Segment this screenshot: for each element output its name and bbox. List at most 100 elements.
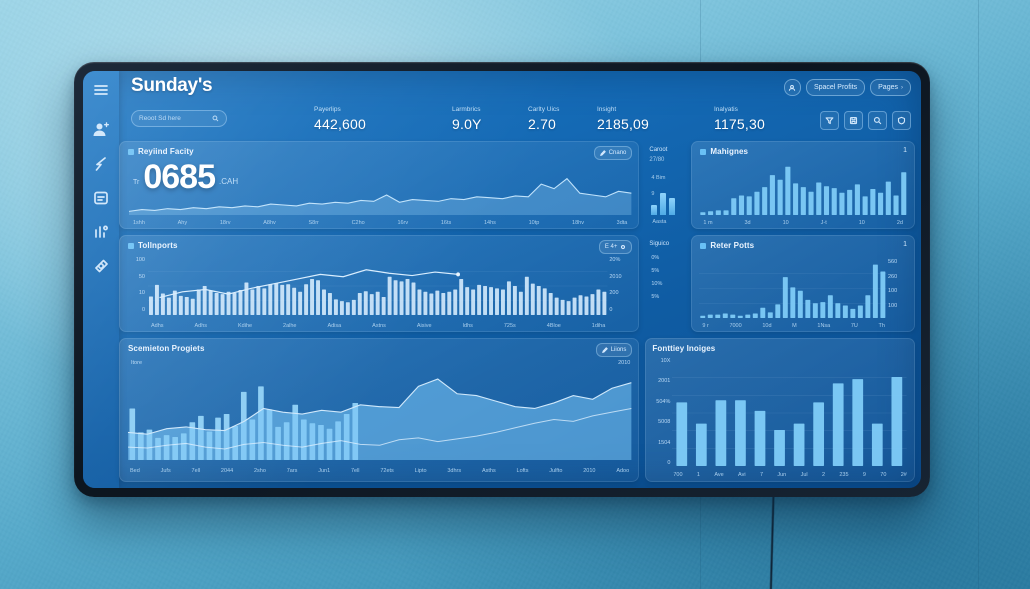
- panel-toll-imports[interactable]: Tollnports E 4+ 100 50 10 0: [119, 235, 640, 332]
- kpi-label: Payerlips: [314, 106, 341, 113]
- machines-chart: [699, 163, 908, 215]
- shield-icon[interactable]: [892, 111, 911, 130]
- strip-mini-chart: [651, 189, 676, 215]
- search-input[interactable]: Reoot Sd here: [131, 110, 227, 127]
- badge-label: E 4+: [604, 244, 618, 250]
- revenue-x-axis: 1shh Ahy 18rv A8hv S8rr C2ho 16rv 16ts 14hs 10tp 1…: [133, 220, 628, 226]
- panel-forecast-header: Fonttiey Inoiges: [652, 344, 715, 353]
- segmentation-x-axis: Bed Jufs 7ell 2044 2sho 7ars Jun1 7ell 7…: [130, 468, 630, 474]
- screen: Sunday's Spacel Profits Pages › Reoot Sd…: [83, 71, 921, 488]
- panel-toll-badge[interactable]: E 4+: [598, 240, 633, 254]
- panel-segmentation-header: Scemieton Progiets: [128, 344, 205, 353]
- edit-icon: [601, 347, 608, 353]
- revenue-sparkline-chart: [128, 175, 632, 215]
- kpi-label: Carlty Uics: [528, 106, 560, 113]
- forecast-x-axis: 700 1 Ave Avi 7 Jun Jul 2 235 9 70 2#: [673, 472, 907, 478]
- pages-dropdown-label: Pages: [878, 84, 898, 91]
- forecast-y-axis: 10X 2001 504% 5008 1504 0: [656, 358, 671, 466]
- kpi-value: 9.0Y: [452, 116, 482, 132]
- toll-x-axis: Adhs Adhs Kdihe 2alhe Adisa Astns Aisive…: [151, 323, 606, 329]
- metric-number: 0685: [143, 158, 216, 196]
- edit-icon: [599, 150, 606, 156]
- brand-title: Sunday's: [131, 75, 213, 96]
- kpi-value: 2185,09: [597, 116, 650, 132]
- legend-dot: [700, 148, 707, 155]
- pages-dropdown[interactable]: Pages ›: [870, 79, 911, 96]
- kpi-value: 442,600: [314, 116, 367, 132]
- sidebar: [83, 71, 119, 488]
- panel-forecast[interactable]: Fonttiey Inoiges 10X 2001 504% 5008 1504…: [645, 338, 915, 482]
- meter-y-axis-right: 560 260 100 100: [888, 259, 898, 309]
- gear-icon: [621, 244, 626, 250]
- user-add-icon[interactable]: [92, 121, 110, 139]
- strip-caption: Aasta: [652, 219, 667, 225]
- filter-icon[interactable]: [820, 111, 839, 130]
- meter-row: Siguico 0% 5% 10% 5%: [645, 235, 915, 332]
- tag-icon[interactable]: [92, 257, 110, 275]
- legend-dot: [128, 242, 134, 249]
- dashboard-grid: Reyiind Facity Cnano Tr 0685 .CAH: [119, 141, 915, 482]
- metric-suffix: .CAH: [219, 177, 239, 187]
- chevron-right-icon: ›: [901, 84, 903, 91]
- search-icon[interactable]: [868, 111, 887, 130]
- panel-toll-header: Tollnports: [128, 241, 178, 250]
- panel-meter-header: Reter Potts: [700, 241, 754, 250]
- topbar-actions: Spacel Profits Pages ›: [783, 79, 911, 96]
- segmentation-note: Itore: [131, 360, 143, 366]
- meter-x-axis: 9 r 7000 10d M 1Nsa 7U Th: [702, 323, 885, 329]
- panel-title: Tollnports: [138, 241, 178, 250]
- panel-title: Fonttiey Inoiges: [652, 344, 716, 353]
- panel-meter-parts[interactable]: Reter Potts 1 560 260 100 100: [691, 235, 915, 332]
- panel-machines[interactable]: Mahignes 1 1 m 3d 10 J-t 10: [691, 141, 915, 229]
- activity-icon[interactable]: [92, 223, 110, 241]
- panel-title: Reyiind Facity: [138, 147, 194, 156]
- kpi-value: 2.70: [528, 116, 557, 132]
- strip-top: Caroot 27/80 4 Bim 9 Aasta: [645, 141, 685, 229]
- meter-chart: [699, 259, 887, 318]
- strip-value: 27/80: [649, 157, 665, 163]
- forecast-chart: [672, 360, 907, 466]
- revenue-big-metric: Tr 0685 .CAH: [133, 158, 239, 196]
- panel-machines-header: Mahignes: [700, 147, 748, 156]
- toll-y-axis-right: 20% 2010 200 0: [609, 257, 622, 313]
- kpi-label: Insight: [597, 106, 617, 113]
- segmentation-right-value: 2010: [618, 360, 631, 366]
- kpi-label: Larmbrics: [452, 106, 481, 113]
- panel-segmentation[interactable]: Scemieton Progiets Liions Itore 2010 Bed: [119, 338, 640, 482]
- panel-corner-value: 1: [903, 147, 907, 154]
- panel-revenue-badge[interactable]: Cnano: [593, 146, 633, 160]
- strip-percent-column: 0% 5% 10% 5%: [651, 255, 663, 300]
- main-column: Reyiind Facity Cnano Tr 0685 .CAH: [119, 141, 640, 482]
- panel-segmentation-badge[interactable]: Liions: [595, 343, 633, 357]
- kpi-insight: Insight 2185,09: [597, 106, 649, 132]
- machines-x-axis: 1 m 3d 10 J-t 10 2d: [703, 220, 903, 226]
- segmentation-chart: [127, 368, 632, 460]
- menu-icon[interactable]: [92, 81, 110, 99]
- kpi-value: 1175,30: [714, 116, 765, 132]
- kpi-carlty-uics: Carlty Uics 2.70: [528, 106, 559, 132]
- panel-revenue[interactable]: Reyiind Facity Cnano Tr 0685 .CAH: [119, 141, 640, 229]
- search-placeholder: Reoot Sd here: [139, 115, 181, 122]
- special-profits-button[interactable]: Spacel Profits: [805, 79, 866, 96]
- kpi-payerlips: Payerlips 442,600: [314, 106, 366, 132]
- search-icon: [212, 115, 219, 122]
- side-column: Caroot 27/80 4 Bim 9 Aasta: [645, 141, 915, 482]
- profile-icon-button[interactable]: [783, 79, 801, 96]
- panel-title: Scemieton Progiets: [128, 344, 205, 353]
- bolt-icon[interactable]: [92, 155, 110, 173]
- panel-title: Mahignes: [710, 147, 749, 156]
- kpi-larmbrics: Larmbrics 9.0Y: [452, 106, 482, 132]
- wall-seam-right: [978, 0, 979, 589]
- panel-corner-value: 1: [903, 241, 907, 248]
- icon-button-row: [820, 111, 911, 130]
- save-icon[interactable]: [844, 111, 863, 130]
- kpi-inalyatis: Inalyatis 1175,30: [714, 106, 765, 132]
- strip-label: Siguico: [649, 241, 670, 247]
- legend-dot: [700, 242, 707, 249]
- strip-label: Caroot: [649, 147, 668, 153]
- strip-mid: 4 Bim: [651, 175, 666, 181]
- kpi-row: Reoot Sd here Payerlips 442,600 Larmbric…: [119, 105, 921, 141]
- inbox-icon[interactable]: [92, 189, 110, 207]
- badge-label: Cnano: [608, 150, 627, 156]
